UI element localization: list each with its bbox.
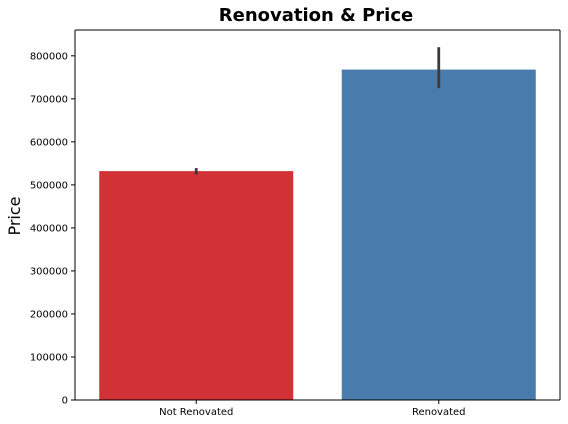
y-axis-label: Price (5, 196, 24, 235)
y-tick-label: 500000 (30, 180, 68, 191)
y-tick-label: 300000 (30, 266, 68, 277)
y-tick-label: 700000 (30, 94, 68, 105)
chart-title: Renovation & Price (219, 5, 413, 26)
bar-not-renovated (99, 171, 294, 400)
bar-renovated (341, 69, 536, 401)
x-tick-label: Not Renovated (159, 407, 233, 418)
plot-area: Not Renovated Renovated 0 100000 200000 30000… (30, 29, 561, 418)
y-tick-label: 200000 (30, 309, 68, 320)
y-tick-label: 400000 (30, 223, 68, 234)
y-tick-label: 100000 (30, 352, 68, 363)
x-tick-label: Renovated (412, 407, 466, 418)
y-tick-label: 800000 (30, 51, 68, 62)
y-tick-label: 0 (62, 396, 68, 407)
y-tick-label: 600000 (30, 137, 68, 148)
